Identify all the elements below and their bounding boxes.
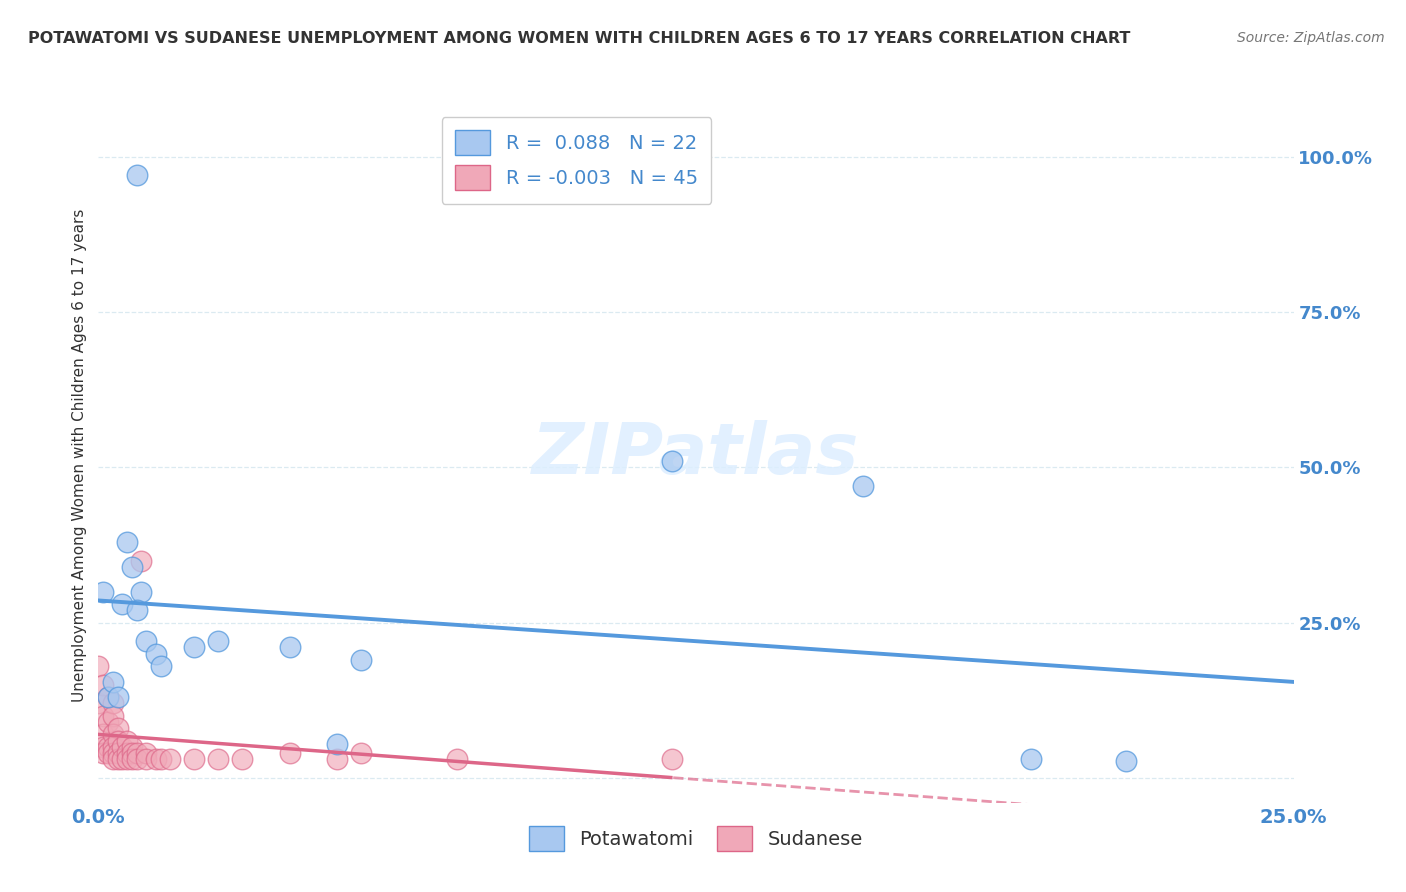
Point bbox=[661, 454, 683, 468]
Point bbox=[121, 746, 143, 760]
Point bbox=[131, 584, 153, 599]
Point bbox=[125, 603, 148, 617]
Point bbox=[101, 708, 124, 723]
Point bbox=[326, 737, 349, 751]
Point bbox=[131, 553, 153, 567]
Point bbox=[326, 752, 349, 766]
Point bbox=[115, 733, 138, 747]
Point bbox=[350, 653, 373, 667]
Point bbox=[121, 752, 143, 766]
Point bbox=[159, 752, 181, 766]
Point bbox=[350, 746, 373, 760]
Point bbox=[97, 690, 120, 705]
Point bbox=[87, 697, 110, 711]
Point bbox=[97, 714, 120, 729]
Point bbox=[149, 752, 172, 766]
Point bbox=[446, 752, 468, 766]
Legend: Potawatomi, Sudanese: Potawatomi, Sudanese bbox=[517, 814, 875, 863]
Point bbox=[145, 752, 167, 766]
Point bbox=[91, 746, 114, 760]
Point bbox=[1019, 752, 1042, 766]
Point bbox=[91, 708, 114, 723]
Point bbox=[135, 746, 157, 760]
Text: Source: ZipAtlas.com: Source: ZipAtlas.com bbox=[1237, 31, 1385, 45]
Point bbox=[91, 739, 114, 754]
Point bbox=[278, 640, 301, 655]
Point bbox=[207, 634, 229, 648]
Y-axis label: Unemployment Among Women with Children Ages 6 to 17 years: Unemployment Among Women with Children A… bbox=[72, 208, 87, 702]
Point bbox=[1115, 754, 1137, 768]
Point bbox=[101, 752, 124, 766]
Point bbox=[115, 534, 138, 549]
Point bbox=[111, 752, 134, 766]
Text: POTAWATOMI VS SUDANESE UNEMPLOYMENT AMONG WOMEN WITH CHILDREN AGES 6 TO 17 YEARS: POTAWATOMI VS SUDANESE UNEMPLOYMENT AMON… bbox=[28, 31, 1130, 46]
Point bbox=[107, 721, 129, 735]
Point bbox=[101, 727, 124, 741]
Point bbox=[111, 597, 134, 611]
Point bbox=[115, 752, 138, 766]
Point bbox=[183, 752, 205, 766]
Point bbox=[135, 752, 157, 766]
Point bbox=[107, 752, 129, 766]
Point bbox=[97, 690, 120, 705]
Point bbox=[125, 169, 148, 183]
Point bbox=[107, 733, 129, 747]
Text: ZIPatlas: ZIPatlas bbox=[533, 420, 859, 490]
Point bbox=[183, 640, 205, 655]
Point bbox=[97, 739, 120, 754]
Point bbox=[125, 746, 148, 760]
Point bbox=[101, 739, 124, 754]
Point bbox=[91, 727, 114, 741]
Point bbox=[115, 746, 138, 760]
Point bbox=[101, 697, 124, 711]
Point bbox=[145, 647, 167, 661]
Point bbox=[278, 746, 301, 760]
Point bbox=[107, 690, 129, 705]
Point bbox=[125, 752, 148, 766]
Point bbox=[852, 479, 875, 493]
Point bbox=[91, 678, 114, 692]
Point bbox=[149, 659, 172, 673]
Point bbox=[121, 739, 143, 754]
Point bbox=[121, 559, 143, 574]
Point bbox=[135, 634, 157, 648]
Point bbox=[207, 752, 229, 766]
Point bbox=[91, 584, 114, 599]
Point bbox=[101, 674, 124, 689]
Point bbox=[107, 746, 129, 760]
Point bbox=[101, 746, 124, 760]
Point bbox=[87, 659, 110, 673]
Point bbox=[231, 752, 253, 766]
Point bbox=[97, 746, 120, 760]
Point bbox=[111, 739, 134, 754]
Point bbox=[661, 752, 683, 766]
